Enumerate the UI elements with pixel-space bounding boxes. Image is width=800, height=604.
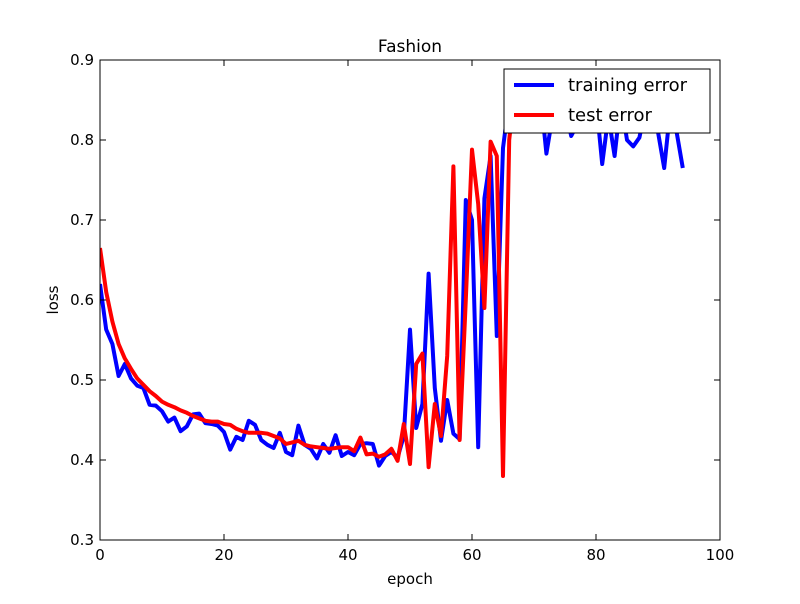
x-tick-label: 0 <box>95 546 105 564</box>
legend-label-1: test error <box>568 105 652 126</box>
x-tick-label: 100 <box>706 546 735 564</box>
series-line-0 <box>100 74 685 468</box>
y-tick-label: 0.5 <box>70 371 94 389</box>
x-tick-label: 80 <box>586 546 605 564</box>
y-tick-label: 0.4 <box>70 451 94 469</box>
chart-title: Fashion <box>378 37 442 57</box>
y-tick-label: 0.9 <box>70 51 94 69</box>
x-tick-label: 20 <box>214 546 233 564</box>
legend-label-0: training error <box>568 75 688 96</box>
plot-area <box>100 74 685 478</box>
x-axis-label: epoch <box>387 570 433 588</box>
legend-box <box>503 68 711 134</box>
x-tick-label: 40 <box>338 546 357 564</box>
axes: 0 20 40 60 80 100 0.3 0.4 0.5 0.6 0.7 0.8 0.9 <box>70 51 734 564</box>
y-tick-label: 0.3 <box>70 531 94 549</box>
y-axis-label: loss <box>44 285 62 314</box>
y-tick-label: 0.6 <box>70 291 94 309</box>
y-tick-label: 0.7 <box>70 211 94 229</box>
legend: training error test error <box>503 68 711 134</box>
x-tick-label: 60 <box>462 546 481 564</box>
series-line-1 <box>100 83 518 478</box>
y-tick-label: 0.8 <box>70 131 94 149</box>
